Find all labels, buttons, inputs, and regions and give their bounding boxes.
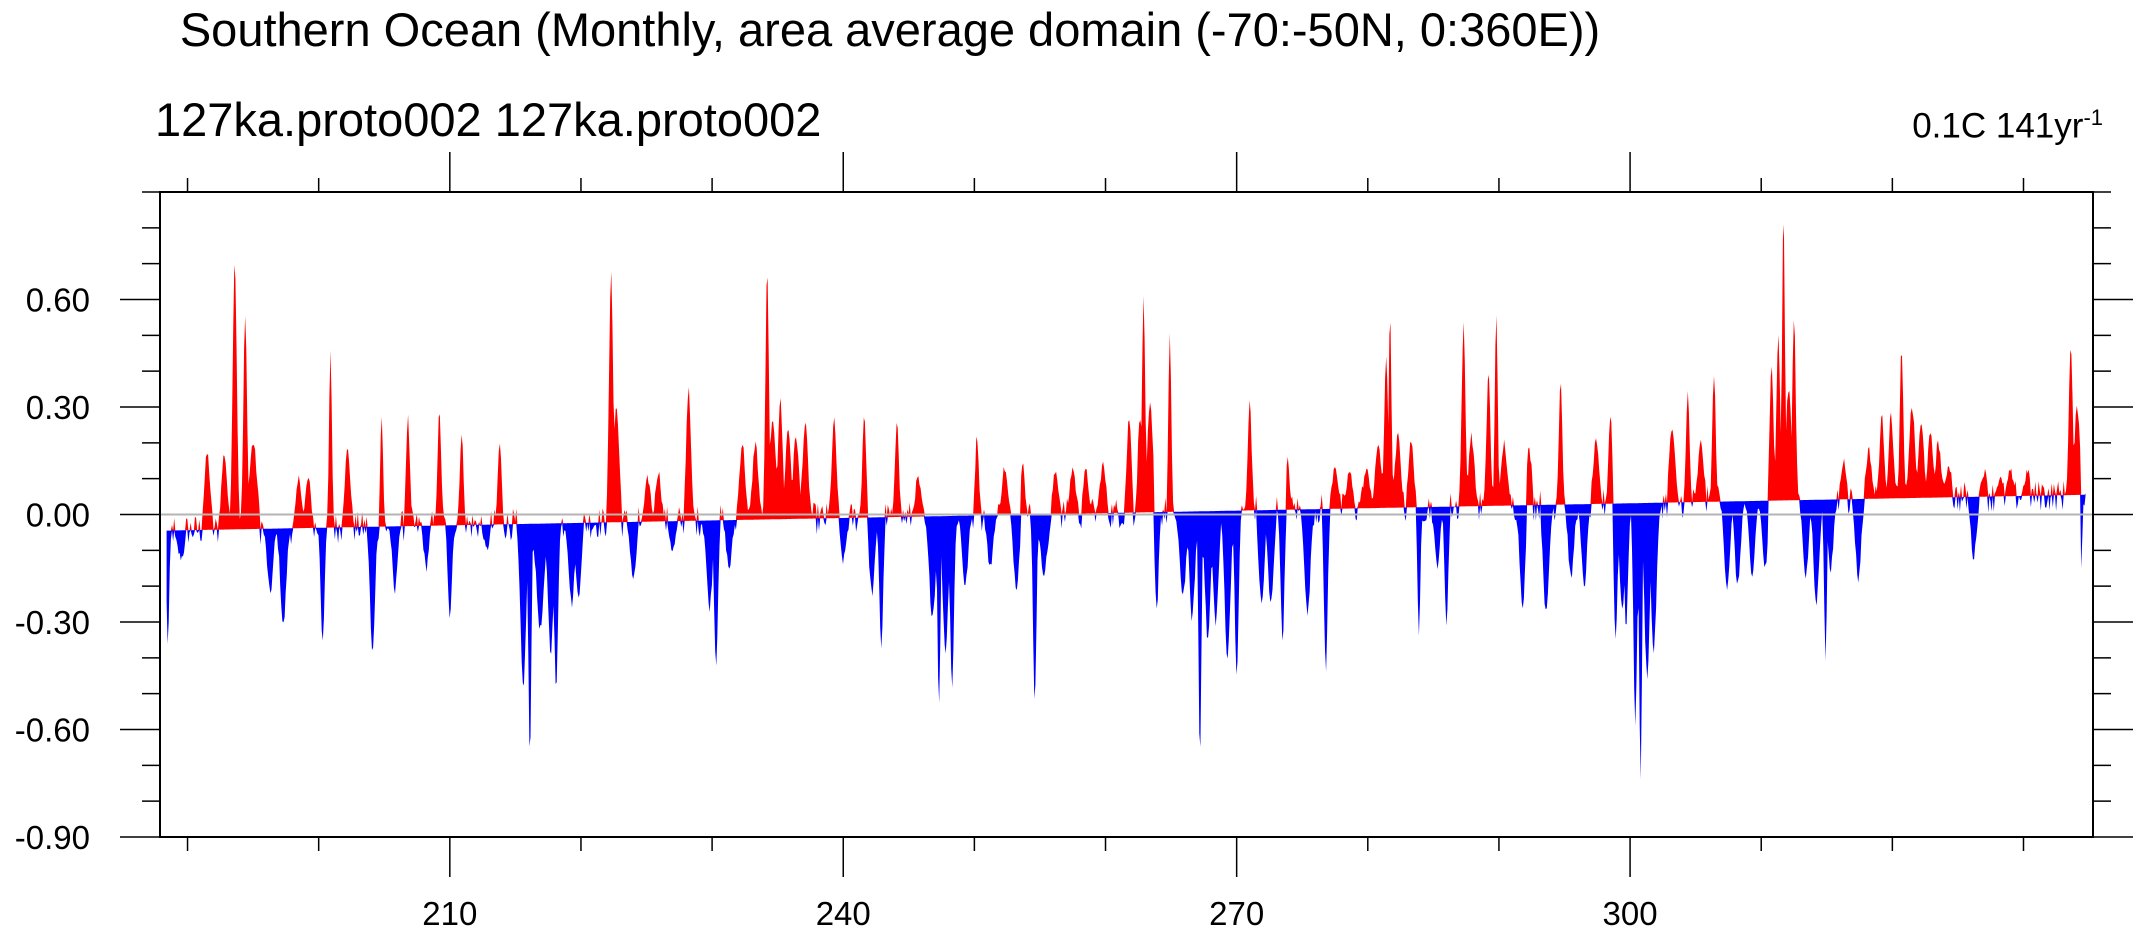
y-tick-label: 0.00 bbox=[26, 497, 90, 534]
data-area bbox=[166, 224, 2086, 780]
y-tick-label: 0.30 bbox=[26, 389, 90, 426]
y-tick-label: 0.60 bbox=[26, 282, 90, 319]
right-subtitle: 0.1C 141yr-1 bbox=[1912, 105, 2103, 147]
left-subtitle: 127ka.proto002 127ka.proto002 bbox=[155, 93, 822, 146]
y-tick-label: -0.60 bbox=[15, 712, 90, 749]
positive-anomaly-area bbox=[166, 224, 2086, 531]
negative-anomaly-area bbox=[166, 494, 2086, 780]
plot-frame bbox=[159, 191, 2094, 838]
y-tick-label: -0.90 bbox=[15, 819, 90, 856]
x-tick-label: 210 bbox=[422, 895, 477, 932]
axes: 210 240 270 300 -0.90 -0.60 -0.30 0.00 0.30 0.60 bbox=[15, 152, 2133, 932]
right-subtitle-text: 0.1C 141yr bbox=[1912, 106, 2084, 146]
right-subtitle-exponent: -1 bbox=[2083, 105, 2103, 130]
y-tick-label: -0.30 bbox=[15, 604, 90, 641]
chart-title: Southern Ocean (Monthly, area average do… bbox=[179, 3, 1601, 56]
x-tick-label: 270 bbox=[1209, 895, 1264, 932]
x-tick-label: 300 bbox=[1603, 895, 1658, 932]
x-tick-label: 240 bbox=[816, 895, 871, 932]
